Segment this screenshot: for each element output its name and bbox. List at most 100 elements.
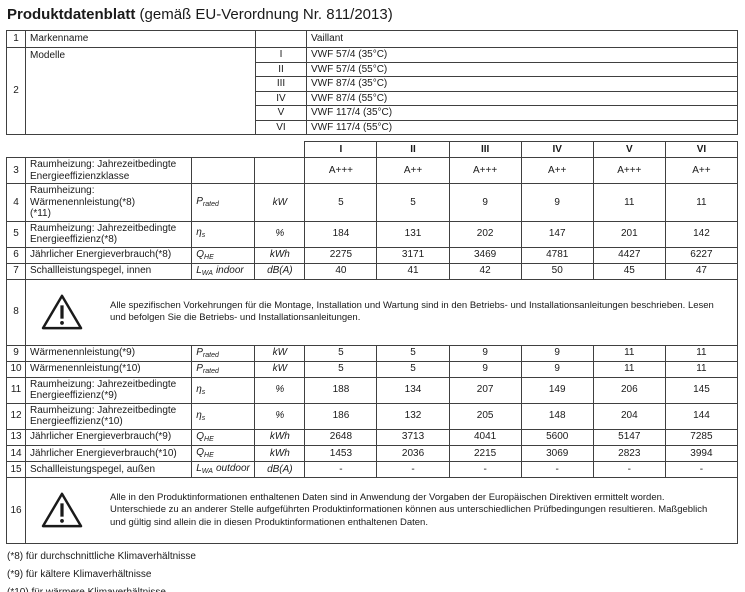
symbol-cell: QHE [191,444,256,462]
table-row: 4 Raumheizung: Wärmenennleistung(*8) (*11… [5,183,739,222]
row-number: 12 [5,402,27,430]
info-table: 1 Markenname Vaillant 2 Modelle I VWF 57… [6,30,738,135]
value-cell: 5 [376,183,450,222]
model-name: VWF 117/4 (55°C) [306,119,738,135]
unit-cell: kWh [254,428,306,446]
symbol-subscript: WA [201,269,213,277]
symbol-cell: Prated [191,344,256,362]
column-header: II [376,141,450,158]
symbol-cell: ηs [191,376,256,404]
symbol-subscript: HE [204,451,214,459]
value-cell: A+++ [448,157,522,184]
model-name: VWF 117/4 (35°C) [306,105,738,121]
table-row: 9 Wärmenennleistung(*9) Prated kW 5 5 9 … [5,344,739,362]
table-row: 7 Schallleistungspegel, innen LWA indoor … [5,262,739,280]
table-row: 5 Raumheizung: Jahrezeitbedingte Energie… [5,220,739,248]
value-cell: 1453 [304,444,378,462]
row-label: Jährlicher Energieverbrauch(*10) [25,444,193,462]
symbol-subscript: s [201,414,206,422]
value-cell: 186 [304,402,378,430]
column-header-row: I II III IV V VI [7,141,739,158]
value-cell: 2823 [592,444,666,462]
value-cell: 9 [520,344,594,362]
value-cell: 40 [304,262,378,280]
symbol-subscript: rated [202,351,219,359]
column-header: IV [520,141,594,158]
symbol-subscript: rated [202,367,219,375]
value-cell: 144 [664,402,739,430]
symbol-base: η [196,409,202,421]
value-cell: 134 [376,376,450,404]
value-cell: 5147 [592,428,666,446]
value-cell: - [304,460,378,478]
model-numeral: V [255,105,307,121]
row-label: Wärmenennleistung(*9) [25,344,193,362]
row-number: 8 [5,278,27,346]
column-header: V [592,141,666,158]
table-row: III VWF 87/4 (35°C) [7,76,738,92]
value-cell: 4427 [592,246,666,264]
column-header: I [304,141,378,158]
row-number: 9 [5,344,27,362]
model-numeral: III [255,76,307,92]
value-cell: 11 [592,344,666,362]
warning-row: 16 Alle in den Produktinformationen enth… [5,476,738,544]
row-label: Schallleistungspegel, innen [25,262,193,280]
value-cell: 5 [304,183,378,222]
value-cell: 3069 [520,444,594,462]
value-cell: 45 [592,262,666,280]
symbol-cell: Prated [191,183,256,222]
symbol-base: L [196,462,202,474]
row-label: Wärmenennleistung(*10) [25,360,193,378]
row-label: Raumheizung: Wärmenennleistung(*8) (*11) [25,183,193,222]
models-label: Modelle [25,47,256,135]
value-cell: 188 [304,376,378,404]
unit-cell [254,157,306,184]
header-spacer [7,142,305,158]
value-cell: 11 [664,183,739,222]
unit-cell: kW [254,360,306,378]
row-label: Schallleistungspegel, außen [25,460,193,478]
symbol-cell [191,157,256,184]
table-row: 6 Jährlicher Energieverbrauch(*8) QHE kW… [5,246,739,264]
value-cell: 50 [520,262,594,280]
symbol-base: η [196,227,202,239]
row-number: 3 [5,157,27,184]
symbol-cell: LWA outdoor [191,460,256,478]
symbol-subscript: rated [202,200,219,208]
value-cell: A++ [376,157,450,184]
symbol-base: η [196,383,202,395]
unit-cell: kWh [254,444,306,462]
table-row: 10 Wärmenennleistung(*10) Prated kW 5 5 … [5,360,739,378]
value-cell: 4781 [520,246,594,264]
symbol-cell: QHE [191,428,256,446]
value-cell: 207 [448,376,522,404]
value-cell: 5 [304,344,378,362]
value-cell: - [376,460,450,478]
warning-icon [41,294,83,330]
value-cell: 42 [448,262,522,280]
model-name: VWF 87/4 (35°C) [306,76,738,92]
warning-row: 8 Alle spezifischen Vorkehrungen für die… [5,278,738,346]
row-number: 13 [5,428,27,446]
row-label: Raumheizung: Jahrezeitbedingte Energieef… [25,157,193,184]
value-cell: 206 [592,376,666,404]
row-number: 14 [5,444,27,462]
value-cell: 131 [376,220,450,248]
symbol-cell: Prated [191,360,256,378]
table-row: 1 Markenname Vaillant [6,30,738,48]
warning-text: Alle spezifischen Vorkehrungen für die M… [110,299,714,324]
value-cell: 11 [592,183,666,222]
model-numeral: II [255,61,307,77]
row-label: Raumheizung: Jahrezeitbedingte Energieef… [25,376,193,404]
symbol-subscript: HE [204,435,214,443]
model-numeral: VI [255,119,307,135]
row-number: 5 [5,220,27,248]
warning-cell: Alle spezifischen Vorkehrungen für die M… [25,278,738,346]
value-cell: 6227 [664,246,739,264]
empty-cell [255,30,307,48]
row-number: 2 [6,47,26,135]
row-label: Raumheizung: Jahrezeitbedingte Energieef… [25,402,193,430]
page-title-main: Produktdatenblatt [7,6,136,23]
page-title: Produktdatenblatt (gemäß EU-Verordnung N… [7,6,739,23]
